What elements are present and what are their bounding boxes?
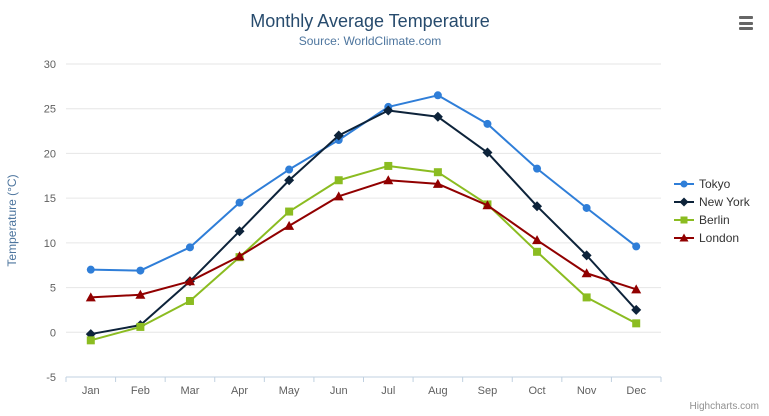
legend: Tokyo New York Berlin London [674, 177, 750, 245]
chart-subtitle: Source: WorldClimate.com [298, 34, 442, 48]
svg-text:Nov: Nov [577, 385, 597, 397]
svg-text:10: 10 [44, 238, 56, 250]
svg-text:Feb: Feb [131, 385, 150, 397]
svg-text:5: 5 [50, 283, 56, 295]
legend-marker-triangle-icon [674, 233, 694, 242]
legend-marker-diamond-icon [674, 197, 694, 207]
gridlines [66, 63, 661, 378]
hamburger-line [739, 27, 753, 30]
svg-text:Jul: Jul [381, 385, 395, 397]
svg-text:30: 30 [44, 59, 56, 71]
legend-label: London [699, 231, 740, 245]
hamburger-icon[interactable] [735, 14, 757, 32]
svg-text:Apr: Apr [231, 385, 248, 397]
svg-text:20: 20 [44, 148, 56, 160]
svg-text:Jan: Jan [82, 385, 100, 397]
xaxis [65, 376, 662, 382]
series-line-new-york [89, 109, 638, 336]
hamburger-line [739, 16, 753, 19]
svg-text:0: 0 [50, 327, 56, 339]
series-new-york[interactable] [85, 105, 642, 340]
series-line-tokyo [89, 94, 638, 272]
series-london[interactable] [85, 175, 642, 302]
svg-text:Jun: Jun [330, 385, 348, 397]
xaxis-labels: Jan Feb Mar Apr May Jun Jul Aug Sep Oct Nov Dec [82, 385, 647, 397]
svg-text:May: May [279, 385, 300, 397]
legend-item-london[interactable]: London [674, 231, 750, 245]
svg-text:25: 25 [44, 104, 56, 116]
yaxis-labels: -5 0 5 10 15 20 25 30 [44, 59, 56, 384]
svg-text:Mar: Mar [180, 385, 199, 397]
svg-text:Dec: Dec [626, 385, 646, 397]
legend-label: Berlin [699, 213, 730, 227]
legend-item-new-york[interactable]: New York [674, 195, 750, 209]
yaxis-title: Temperature (°C) [5, 174, 19, 266]
svg-text:Oct: Oct [528, 385, 545, 397]
svg-text:15: 15 [44, 193, 56, 205]
legend-marker-circle-icon [674, 180, 694, 188]
svg-text:-5: -5 [46, 372, 56, 384]
hamburger-line [739, 21, 753, 25]
legend-marker-square-icon [674, 216, 694, 224]
legend-label: New York [699, 195, 750, 209]
series-berlin[interactable] [86, 161, 641, 345]
legend-item-tokyo[interactable]: Tokyo [674, 177, 750, 191]
series-line-london [89, 179, 638, 299]
credits-link[interactable]: Highcharts.com [689, 401, 759, 412]
series-tokyo[interactable] [86, 91, 641, 275]
series-line-berlin [89, 164, 638, 342]
chart-title: Monthly Average Temperature [250, 11, 490, 31]
legend-label: Tokyo [699, 177, 731, 191]
svg-text:Sep: Sep [478, 385, 498, 397]
svg-text:Aug: Aug [428, 385, 448, 397]
legend-item-berlin[interactable]: Berlin [674, 213, 750, 227]
